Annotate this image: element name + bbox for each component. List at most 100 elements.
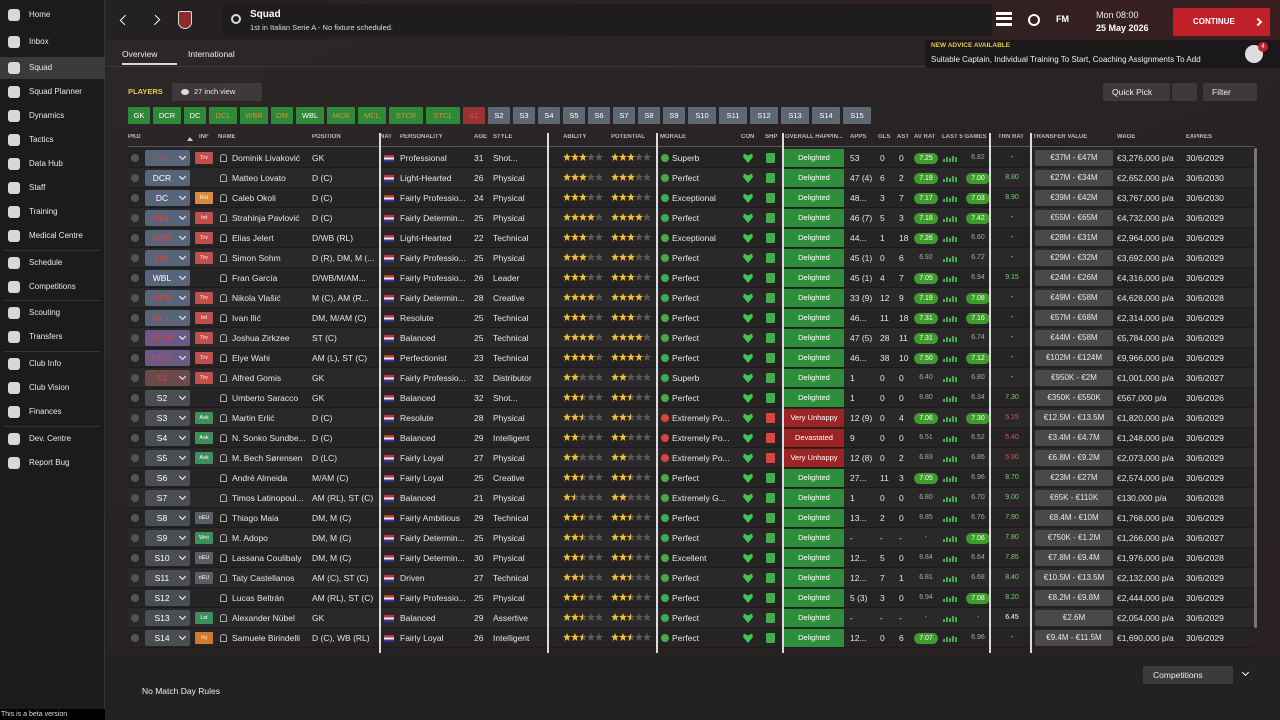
nav-item[interactable]: Finances bbox=[0, 401, 105, 423]
quick-pick-button[interactable]: Quick Pick bbox=[1103, 83, 1170, 101]
position-chip[interactable]: S1 bbox=[463, 107, 485, 124]
pkd-chip[interactable]: WBR bbox=[145, 230, 190, 246]
column-header[interactable]: POSITION bbox=[312, 134, 341, 140]
table-row[interactable]: STCL Trv Elye Wahi AM (L), ST (C) Perfection… bbox=[128, 348, 1254, 368]
position-chip[interactable]: S11 bbox=[719, 107, 747, 124]
position-chip[interactable]: S6 bbox=[588, 107, 610, 124]
table-row[interactable]: S6 André Almeida M/AM (C) Fairly Loyal 25 Cre… bbox=[128, 468, 1254, 488]
nav-item[interactable]: Medical Centre bbox=[0, 225, 105, 247]
table-row[interactable]: WBR Trv Elias Jelert D/WB (RL) Light-Hearted… bbox=[128, 228, 1254, 248]
position-chip[interactable]: S14 bbox=[812, 107, 840, 124]
table-row[interactable]: MCL Int Ivan Ilić DM, M/AM (C) Resolute 25 Tec… bbox=[128, 308, 1254, 328]
nav-item[interactable]: Training bbox=[0, 201, 105, 223]
nav-item[interactable]: Squad Planner bbox=[0, 81, 105, 103]
position-chip[interactable]: S15 bbox=[843, 107, 871, 124]
position-chip[interactable]: S13 bbox=[781, 107, 809, 124]
position-chip[interactable]: DM bbox=[271, 107, 293, 124]
position-chip[interactable]: GK bbox=[128, 107, 150, 124]
column-header[interactable]: TRN RAT bbox=[998, 134, 1024, 140]
column-header[interactable]: INF bbox=[199, 134, 209, 140]
position-chip[interactable]: S9 bbox=[663, 107, 685, 124]
pkd-chip[interactable]: S6 bbox=[145, 470, 190, 486]
position-chip[interactable]: S8 bbox=[638, 107, 660, 124]
column-header[interactable]: EXPIRES bbox=[1186, 134, 1213, 140]
tab[interactable]: Overview bbox=[122, 47, 177, 65]
column-header[interactable]: APPS bbox=[850, 134, 867, 140]
table-row[interactable]: S7 Timos Latinopoul... AM (RL), ST (C) Bala… bbox=[128, 488, 1254, 508]
table-row[interactable]: DC Rst Caleb Okoli D (C) Fairly Professio...… bbox=[128, 188, 1254, 208]
pkd-chip[interactable]: DC bbox=[145, 190, 190, 206]
pkd-chip[interactable]: S1 bbox=[145, 370, 190, 386]
nav-item[interactable]: Home bbox=[0, 4, 105, 26]
table-row[interactable]: STCR Trv Joshua Zirkzee ST (C) Balanced 25 Tec… bbox=[128, 328, 1254, 348]
nav-item[interactable]: Schedule bbox=[0, 252, 105, 274]
pkd-chip[interactable]: S3 bbox=[145, 410, 190, 426]
pkd-chip[interactable]: S5 bbox=[145, 450, 190, 466]
table-row[interactable]: S12 Lucas Beltrán AM (RL), ST (C) Fairly Pr… bbox=[128, 588, 1254, 608]
column-header[interactable]: STYLE bbox=[493, 134, 513, 140]
position-chip[interactable]: S4 bbox=[538, 107, 560, 124]
column-header[interactable]: GLS bbox=[878, 134, 891, 140]
world-icon[interactable] bbox=[1028, 14, 1040, 26]
table-row[interactable]: MCR Trv Nikola Vlašić M (C), AM (R... Fairly… bbox=[128, 288, 1254, 308]
position-chip[interactable]: S12 bbox=[750, 107, 778, 124]
pkd-chip[interactable]: DM bbox=[145, 250, 190, 266]
position-chip[interactable]: S3 bbox=[513, 107, 535, 124]
pkd-chip[interactable]: MCL bbox=[145, 310, 190, 326]
pkd-chip[interactable]: S8 bbox=[145, 510, 190, 526]
tab[interactable]: International bbox=[188, 47, 258, 65]
column-header[interactable]: ABILITY bbox=[563, 134, 587, 140]
position-chip[interactable]: MCL bbox=[358, 107, 386, 124]
table-row[interactable]: S9 Wnt M. Adopo DM, M (C) Fairly Determin...… bbox=[128, 528, 1254, 548]
position-chip[interactable]: STCL bbox=[426, 107, 460, 124]
pkd-chip[interactable]: S7 bbox=[145, 490, 190, 506]
column-header[interactable]: AV RAT bbox=[914, 134, 936, 140]
nav-item[interactable]: Club Vision bbox=[0, 377, 105, 399]
pkd-chip[interactable]: S2 bbox=[145, 390, 190, 406]
nav-item[interactable]: Transfers bbox=[0, 326, 105, 348]
nav-item[interactable]: Dev. Centre bbox=[0, 428, 105, 450]
competitions-button[interactable]: Competitions bbox=[1143, 666, 1233, 684]
column-header[interactable]: PKD bbox=[128, 134, 141, 140]
pkd-chip[interactable]: S13 bbox=[145, 610, 190, 626]
table-row[interactable]: S5 Ask M. Bech Sørensen D (LC) Fairly Loyal 2… bbox=[128, 448, 1254, 468]
position-chip[interactable]: S10 bbox=[688, 107, 716, 124]
fm-logo[interactable]: FM bbox=[1056, 14, 1069, 24]
pkd-chip[interactable]: S10 bbox=[145, 550, 190, 566]
table-row[interactable]: DCR Matteo Lovato D (C) Light-Hearted 26 Phys… bbox=[128, 168, 1254, 188]
table-row[interactable]: DCL Int Strahinja Pavlović D (C) Fairly Dete… bbox=[128, 208, 1254, 228]
nav-item[interactable]: Competitions bbox=[0, 276, 105, 298]
pkd-chip[interactable]: S4 bbox=[145, 430, 190, 446]
pkd-chip[interactable]: DCL bbox=[145, 210, 190, 226]
column-header[interactable]: NAME bbox=[218, 134, 236, 140]
nav-item[interactable]: Squad bbox=[0, 57, 105, 79]
table-row[interactable]: S11 nEU Taty Castellanos AM (C), ST (C) Driv… bbox=[128, 568, 1254, 588]
position-chip[interactable]: S2 bbox=[488, 107, 510, 124]
table-row[interactable]: S13 Lst Alexander Nübel GK Balanced 29 Asserti… bbox=[128, 608, 1254, 628]
pkd-chip[interactable]: GK bbox=[145, 150, 190, 166]
forward-button[interactable] bbox=[149, 14, 161, 26]
nav-item[interactable]: Inbox bbox=[0, 31, 105, 53]
view-button[interactable]: 27 inch view bbox=[172, 83, 262, 101]
column-header[interactable]: AGE bbox=[474, 134, 488, 140]
pkd-chip[interactable]: WBL bbox=[145, 270, 190, 286]
nav-item[interactable]: Scouting bbox=[0, 302, 105, 324]
position-chip[interactable]: WBL bbox=[296, 107, 324, 124]
filter-button[interactable]: Filter bbox=[1203, 83, 1257, 101]
pkd-chip[interactable]: MCR bbox=[145, 290, 190, 306]
pkd-chip[interactable]: S12 bbox=[145, 590, 190, 606]
pkd-chip[interactable]: STCL bbox=[145, 350, 190, 366]
table-row[interactable]: GK Trv Dominik Livaković GK Professional 31 Sh… bbox=[128, 148, 1254, 168]
advice-text[interactable]: Suitable Captain, Individual Training To… bbox=[931, 55, 1201, 64]
position-chip[interactable]: MCR bbox=[327, 107, 355, 124]
column-header[interactable]: WAGE bbox=[1117, 134, 1136, 140]
table-row[interactable]: S1 Trv Alfred Gomis GK Fairly Professio... 32… bbox=[128, 368, 1254, 388]
position-chip[interactable]: S5 bbox=[563, 107, 585, 124]
table-row[interactable]: DM Trv Simon Sohm D (R), DM, M (... Fairly P… bbox=[128, 248, 1254, 268]
nav-item[interactable]: Club Info bbox=[0, 353, 105, 375]
position-chip[interactable]: DCL bbox=[209, 107, 237, 124]
table-row[interactable]: WBL Fran García D/WB/M/AM... Fairly Profess… bbox=[128, 268, 1254, 288]
column-header[interactable]: LAST 5 GAMES bbox=[942, 134, 987, 140]
pkd-chip[interactable]: S11 bbox=[145, 570, 190, 586]
column-header[interactable]: PERSONALITY bbox=[400, 134, 443, 140]
